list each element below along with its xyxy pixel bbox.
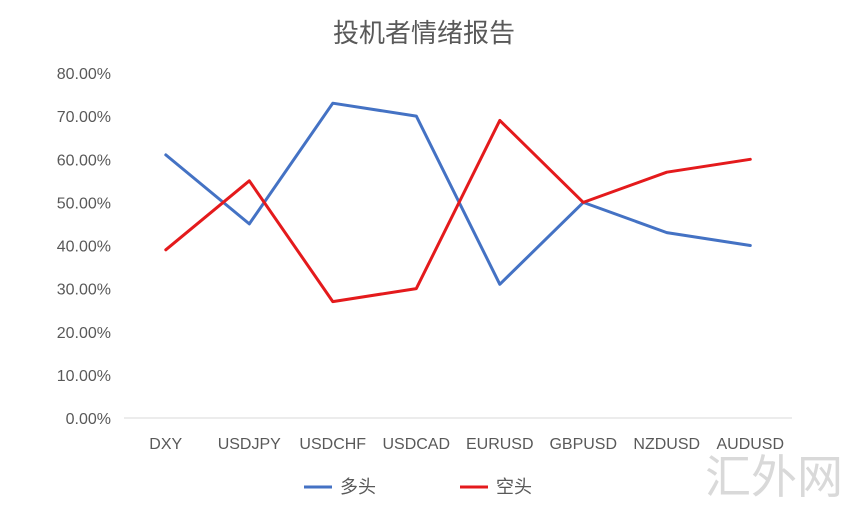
y-tick-label: 70.00% (57, 109, 111, 126)
x-tick-label: AUDUSD (716, 436, 784, 453)
y-tick-label: 0.00% (66, 411, 111, 428)
y-axis: 0.00% 10.00% 20.00% 30.00% 40.00% 50.00% 60.00… (57, 66, 111, 428)
chart-title: 投机者情绪报告 (333, 19, 515, 49)
series-layer (164, 101, 752, 304)
x-tick-label: DXY (149, 436, 182, 453)
watermark-text: 汇外网 (705, 450, 843, 504)
series-line-1 (164, 101, 752, 286)
y-tick-label: 10.00% (57, 368, 111, 385)
y-tick-label: 40.00% (57, 239, 111, 256)
y-tick-label: 50.00% (57, 195, 111, 212)
x-tick-label: USDCAD (382, 436, 450, 453)
y-tick-label: 30.00% (57, 282, 111, 299)
legend: 多头 空头 (304, 477, 532, 498)
x-axis: DXY USDJPY USDCHF USDCAD EURUSD GBPUSD NZDUSD A… (149, 436, 784, 453)
series-line-2 (164, 118, 752, 304)
x-tick-label: GBPUSD (549, 436, 617, 453)
legend-label: 空头 (496, 477, 532, 498)
y-tick-label: 80.00% (57, 66, 111, 83)
legend-label: 多头 (340, 477, 376, 498)
x-tick-label: USDCHF (299, 436, 366, 453)
x-tick-label: EURUSD (466, 436, 534, 453)
x-tick-label: NZDUSD (633, 436, 700, 453)
x-tick-label: USDJPY (218, 436, 281, 453)
y-tick-label: 60.00% (57, 152, 111, 169)
y-tick-label: 20.00% (57, 325, 111, 342)
